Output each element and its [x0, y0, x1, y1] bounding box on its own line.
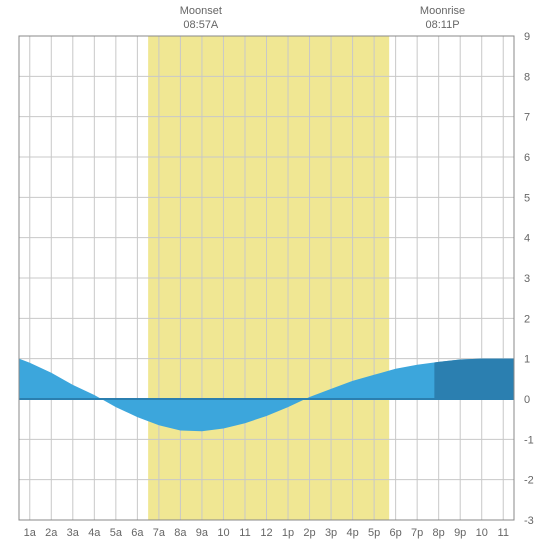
x-tick-label: 1p: [282, 527, 294, 539]
tide-chart: -3-2-101234567891a2a3a4a5a6a7a8a9a101112…: [0, 0, 550, 550]
y-tick-label: 1: [524, 354, 530, 366]
x-tick-label: 4a: [88, 527, 101, 539]
x-tick-label: 8a: [174, 527, 187, 539]
x-tick-label: 9p: [454, 527, 466, 539]
x-tick-label: 12: [260, 527, 272, 539]
y-tick-label: -3: [524, 515, 534, 527]
tide-area-dark: [434, 359, 514, 399]
x-tick-label: 6a: [131, 527, 144, 539]
x-tick-label: 11: [239, 527, 250, 539]
moonset-label: Moonset 08:57A: [173, 4, 229, 33]
x-tick-label: 3p: [325, 527, 337, 539]
y-tick-label: -2: [524, 475, 534, 487]
moonrise-title: Moonrise: [415, 4, 471, 18]
y-tick-label: 8: [524, 71, 530, 83]
x-tick-label: 2a: [45, 527, 58, 539]
moonset-time: 08:57A: [173, 18, 229, 32]
x-tick-label: 3a: [67, 527, 80, 539]
x-tick-label: 2p: [303, 527, 315, 539]
moonrise-label: Moonrise 08:11P: [415, 4, 471, 33]
y-tick-label: 6: [524, 152, 530, 164]
x-tick-label: 8p: [433, 527, 445, 539]
x-tick-label: 6p: [390, 527, 402, 539]
chart-svg: -3-2-101234567891a2a3a4a5a6a7a8a9a101112…: [0, 0, 550, 550]
y-tick-label: 3: [524, 273, 530, 285]
x-tick-label: 5a: [110, 527, 123, 539]
x-tick-label: 7a: [153, 527, 166, 539]
x-tick-label: 9a: [196, 527, 209, 539]
y-tick-label: 7: [524, 112, 530, 124]
y-tick-label: 2: [524, 313, 530, 325]
moonrise-time: 08:11P: [415, 18, 471, 32]
y-tick-label: 0: [524, 394, 530, 406]
x-tick-label: 1a: [24, 527, 37, 539]
x-tick-label: 7p: [411, 527, 423, 539]
y-tick-label: 5: [524, 192, 530, 204]
y-tick-label: -1: [524, 434, 534, 446]
y-tick-label: 4: [524, 233, 530, 245]
x-tick-label: 4p: [346, 527, 358, 539]
x-tick-label: 10: [476, 527, 488, 539]
x-tick-label: 10: [217, 527, 229, 539]
y-tick-label: 9: [524, 31, 530, 43]
moonset-title: Moonset: [173, 4, 229, 18]
x-tick-label: 11: [498, 527, 509, 539]
x-tick-label: 5p: [368, 527, 380, 539]
